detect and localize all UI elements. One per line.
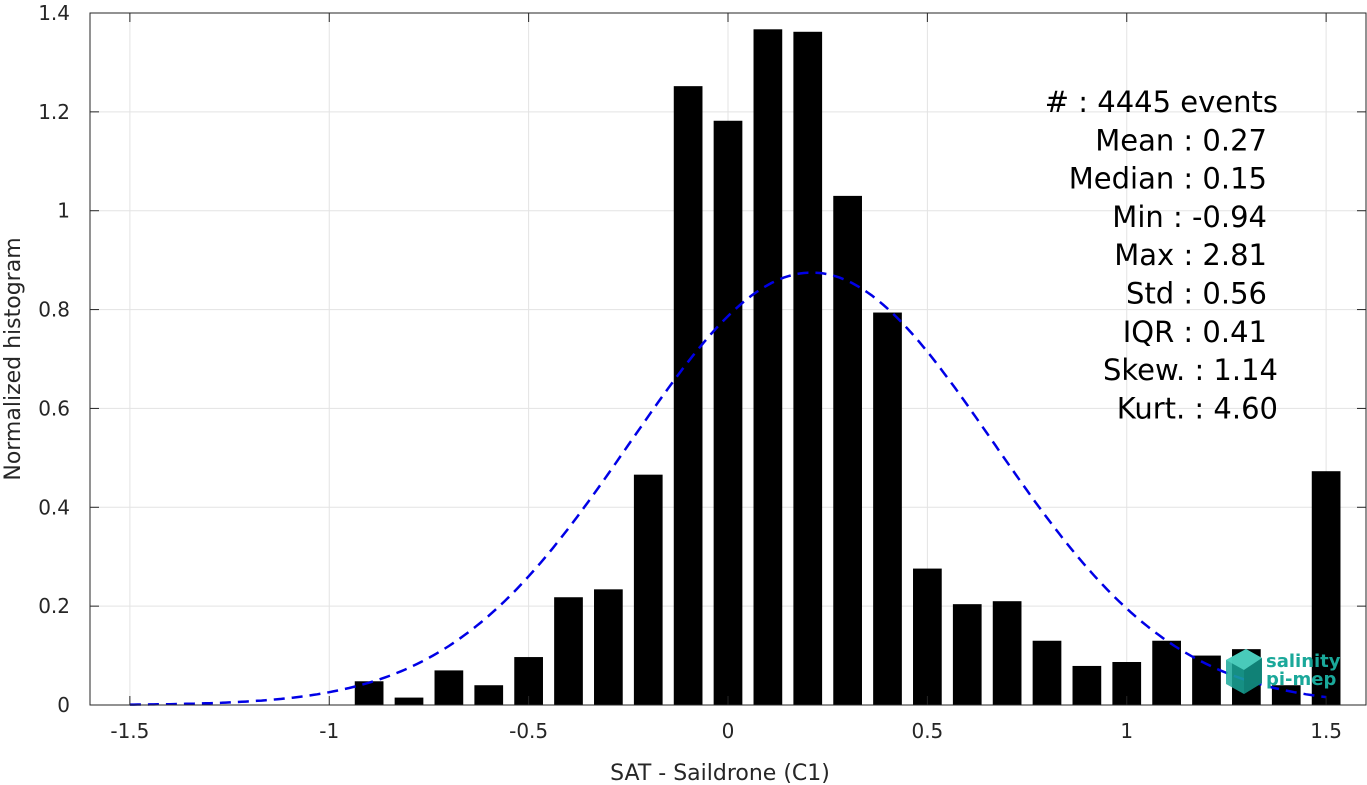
cube-icon <box>1226 649 1262 694</box>
stats-line: Min : -0.94 <box>1112 200 1267 234</box>
histogram-bar <box>713 120 743 706</box>
histogram-bar <box>873 312 902 705</box>
y-tick-label: 0.4 <box>38 495 70 519</box>
x-tick-label: -1 <box>319 719 339 743</box>
histogram-bar <box>1271 685 1301 705</box>
logo-text-line1: salinity <box>1266 651 1341 672</box>
histogram-bar <box>952 604 982 705</box>
histogram-bar <box>753 29 783 706</box>
histogram-bar <box>554 597 583 705</box>
histogram-bar <box>1072 665 1102 705</box>
histogram-bar <box>434 670 464 705</box>
histogram-bar <box>394 697 424 705</box>
histogram-bar <box>793 31 823 706</box>
stats-line: Max : 2.81 <box>1114 238 1267 272</box>
stats-box: # : 4445 events Mean : 0.27 Median : 0.15 M… <box>1045 85 1278 425</box>
x-tick-label: 1.5 <box>1310 719 1342 743</box>
axis-labels: SAT - Saildrone (C1) Normalized histogra… <box>1 237 830 785</box>
histogram-bar <box>673 86 703 705</box>
histogram-bar <box>913 568 942 705</box>
histogram-bar <box>1032 640 1062 705</box>
stats-line: Skew. : 1.14 <box>1103 353 1278 387</box>
stats-line: Median : 0.15 <box>1069 162 1267 196</box>
x-tick-label: 1 <box>1120 719 1133 743</box>
stats-line: # : 4445 events <box>1045 85 1278 119</box>
x-tick-label: 0.5 <box>911 719 943 743</box>
stats-line: IQR : 0.41 <box>1123 315 1267 349</box>
fit-curve-layer <box>129 271 1327 706</box>
bars <box>354 29 1341 706</box>
y-tick-label: 0.6 <box>38 396 70 420</box>
salinity-pimep-logo: salinity pi-mep <box>1226 649 1341 694</box>
histogram-bar <box>833 195 862 705</box>
x-tick-label: 0 <box>722 719 735 743</box>
x-tick-label: -0.5 <box>509 719 548 743</box>
y-tick-label: 1.2 <box>38 100 70 124</box>
y-tick-label: 0 <box>57 693 70 717</box>
y-tick-label: 1 <box>57 199 70 223</box>
stats-line: Kurt. : 4.60 <box>1117 391 1278 425</box>
histogram-bar <box>1152 640 1181 705</box>
y-tick-label: 0.8 <box>38 298 70 322</box>
ticks: -1.5 -1 -0.5 0 0.5 1 1.5 0 0.2 0.4 0.6 0.8 1 1.2 1.4 <box>38 1 1366 743</box>
histogram-bar <box>1311 471 1341 705</box>
y-tick-label: 0.2 <box>38 594 70 618</box>
stats-line: Mean : 0.27 <box>1095 123 1267 157</box>
histogram-bar <box>354 681 384 705</box>
stats-line: Std : 0.56 <box>1126 277 1267 311</box>
histogram-bar <box>474 685 504 705</box>
histogram-bar <box>594 589 623 705</box>
logo-text-line2: pi-mep <box>1266 669 1336 690</box>
x-tick-label: -1.5 <box>110 719 149 743</box>
normal-fit-curve <box>129 271 1327 706</box>
histogram-bar <box>992 601 1022 705</box>
histogram-bar <box>633 474 663 705</box>
y-axis-label: Normalized histogram <box>1 237 26 480</box>
y-tick-label: 1.4 <box>38 1 70 25</box>
x-axis-label: SAT - Saildrone (C1) <box>610 761 830 785</box>
